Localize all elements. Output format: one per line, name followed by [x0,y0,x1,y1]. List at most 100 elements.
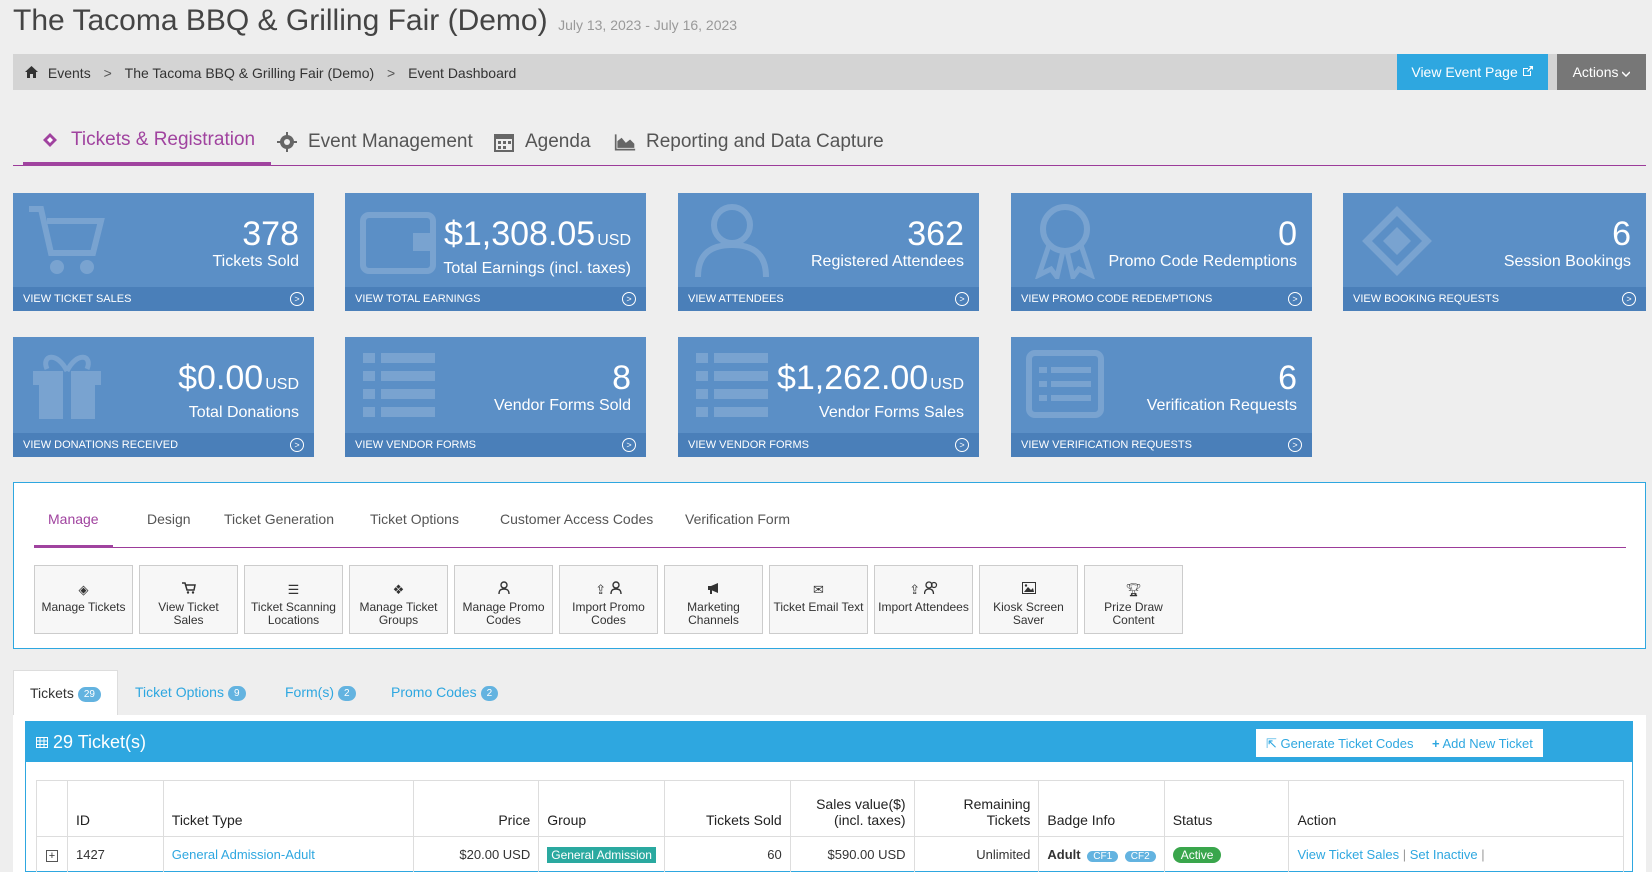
import-attendees-button[interactable]: ⇪ Import Attendees [874,565,973,634]
subtab-verification-form[interactable]: Verification Form [685,511,791,527]
tab-label: Event Management [308,130,473,152]
card-promo-redemptions: 0 Promo Code Redemptions VIEW PROMO CODE… [1011,193,1312,311]
breadcrumb-bar: Events > The Tacoma BBQ & Grilling Fair … [13,54,1646,90]
subtab-customer-access-codes[interactable]: Customer Access Codes [500,511,654,527]
view-ticket-sales-button[interactable]: View Ticket Sales [139,565,238,634]
cell-id: 1427 [66,836,164,872]
count-badge: 2 [480,685,499,701]
tab-tickets[interactable]: Tickets 29 [13,670,118,715]
cell-actions: View Ticket Sales | Set Inactive | [1288,836,1624,872]
tickets-panel-header: 29 Ticket(s) ⇱ Generate Ticket Codes + A… [26,722,1632,762]
tab-forms[interactable]: Form(s) 2 [269,670,372,715]
cell-badge-info: Adult CF1 CF2 [1038,836,1165,872]
card-footer-link[interactable]: VIEW ATTENDEES > [678,287,979,311]
upload-user-icon: ⇪ [560,579,657,601]
gear-icon [276,131,298,153]
ticket-icon [39,129,61,151]
subtab-ticket-generation[interactable]: Ticket Generation [224,511,334,527]
card-footer-link[interactable]: VIEW VENDOR FORMS > [345,433,646,457]
manage-promo-codes-button[interactable]: Manage Promo Codes [454,565,553,634]
tickets-panel-title: 29 Ticket(s) [36,722,146,762]
breadcrumb-separator: > [387,65,396,82]
ticket-email-text-button[interactable]: ✉ Ticket Email Text [769,565,868,634]
breadcrumb-events[interactable]: Events [47,65,91,82]
card-value: $0.00 USD [178,359,299,397]
col-ticket-type[interactable]: Ticket Type [162,780,415,837]
import-promo-codes-button[interactable]: ⇪ Import Promo Codes [559,565,658,634]
ticket-type-link[interactable]: General Admission-Adult [171,847,315,862]
ticket-tabs: Tickets 29 Ticket Options 9 Form(s) 2 Promo… [13,670,1646,715]
list-icon [363,353,435,417]
list-icon [696,353,768,417]
trophy-icon: 🏆︎ [1125,582,1142,597]
col-id[interactable]: ID [66,780,164,837]
card-footer-link[interactable]: VIEW BOOKING REQUESTS > [1343,287,1646,311]
card-value: 0 [1278,215,1297,253]
arrow-circle-icon: > [622,438,636,452]
view-ticket-sales-link[interactable]: View Ticket Sales [1297,847,1400,862]
breadcrumb-event[interactable]: The Tacoma BBQ & Grilling Fair (Demo) [124,65,375,82]
manage-ticket-groups-button[interactable]: ❖ Manage Ticket Groups [349,565,448,634]
col-price[interactable]: Price [413,780,540,837]
kiosk-screen-saver-button[interactable]: Kiosk Screen Saver [979,565,1078,634]
col-tickets-sold[interactable]: Tickets Sold [663,780,791,837]
arrow-circle-icon: > [955,438,969,452]
card-footer-link[interactable]: VIEW PROMO CODE REDEMPTIONS > [1011,287,1312,311]
tab-event-management[interactable]: Event Management [260,117,489,166]
subtab-manage[interactable]: Manage [34,511,113,548]
breadcrumb-current: Event Dashboard [408,65,517,82]
breadcrumb: Events > The Tacoma BBQ & Grilling Fair … [25,54,516,90]
ticket-icon [1362,206,1432,276]
status-badge[interactable]: Active [1172,846,1222,863]
count-badge: 9 [227,685,246,701]
arrow-circle-icon: > [622,292,636,306]
card-value: $1,308.05 USD [443,215,631,253]
col-status[interactable]: Status [1163,780,1290,837]
tab-promo-codes[interactable]: Promo Codes 2 [375,670,514,715]
view-event-page-button[interactable]: View Event Page [1397,54,1548,90]
subtab-design[interactable]: Design [147,511,191,527]
col-sales-value[interactable]: Sales value($) (incl. taxes) [789,780,915,837]
card-label: Promo Code Redemptions [1108,253,1297,270]
manage-tickets-button[interactable]: ◈ Manage Tickets [34,565,133,634]
card-total-donations: $0.00 USD Total Donations VIEW DONATIONS … [13,337,314,457]
tab-label: Agenda [525,130,591,152]
col-remaining[interactable]: Remaining Tickets [913,780,1040,837]
card-footer-link[interactable]: VIEW TICKET SALES > [13,287,314,311]
tab-agenda[interactable]: Agenda [477,117,607,166]
tab-label: Reporting and Data Capture [646,130,884,152]
expand-row-icon[interactable]: + [45,850,58,862]
user-icon [455,579,552,601]
prize-draw-content-button[interactable]: 🏆︎ Prize Draw Content [1084,565,1183,634]
col-expand [36,780,68,837]
card-session-bookings: 6 Session Bookings VIEW BOOKING REQUESTS… [1343,193,1646,311]
add-new-ticket-button[interactable]: + Add New Ticket [1422,729,1543,757]
card-footer-link[interactable]: VIEW VERIFICATION REQUESTS > [1011,433,1312,457]
col-badge-info[interactable]: Badge Info [1038,780,1165,837]
card-vendor-forms-sales: $1,262.00 USD Vendor Forms Sales VIEW VEN… [678,337,979,457]
cell-sales-value: $590.00 USD [789,836,915,872]
card-value: 6 [1612,215,1631,253]
badge-tag: CF2 [1124,851,1156,862]
marketing-channels-button[interactable]: Marketing Channels [664,565,763,634]
ribbon-icon [1035,204,1095,279]
actions-dropdown-button[interactable]: Actions [1557,54,1646,90]
card-footer-link[interactable]: VIEW VENDOR FORMS > [678,433,979,457]
set-inactive-link[interactable]: Set Inactive [1409,847,1478,862]
arrow-circle-icon: > [1622,292,1636,306]
tab-reporting[interactable]: Reporting and Data Capture [598,117,900,166]
badge-label: Adult [1047,847,1081,862]
envelope-icon: ✉ [813,582,824,597]
ticket-scanning-locations-button[interactable]: ☰ Ticket Scanning Locations [244,565,343,634]
plus-icon: + [1432,736,1440,751]
col-group[interactable]: Group [538,780,665,837]
card-footer-link[interactable]: VIEW DONATIONS RECEIVED > [13,433,314,457]
arrow-circle-icon: > [290,438,304,452]
tickets-panel: 29 Ticket(s) ⇱ Generate Ticket Codes + A… [25,721,1633,872]
tab-tickets-registration[interactable]: Tickets & Registration [23,117,272,166]
card-footer-link[interactable]: VIEW TOTAL EARNINGS > [345,287,646,311]
generate-ticket-codes-button[interactable]: ⇱ Generate Ticket Codes [1256,729,1424,757]
list-icon: ☰ [287,582,300,597]
subtab-ticket-options[interactable]: Ticket Options [370,511,459,527]
tab-ticket-options[interactable]: Ticket Options 9 [119,670,262,715]
